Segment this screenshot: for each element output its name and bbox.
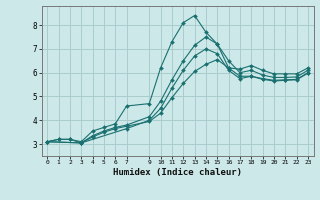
X-axis label: Humidex (Indice chaleur): Humidex (Indice chaleur) [113,168,242,177]
